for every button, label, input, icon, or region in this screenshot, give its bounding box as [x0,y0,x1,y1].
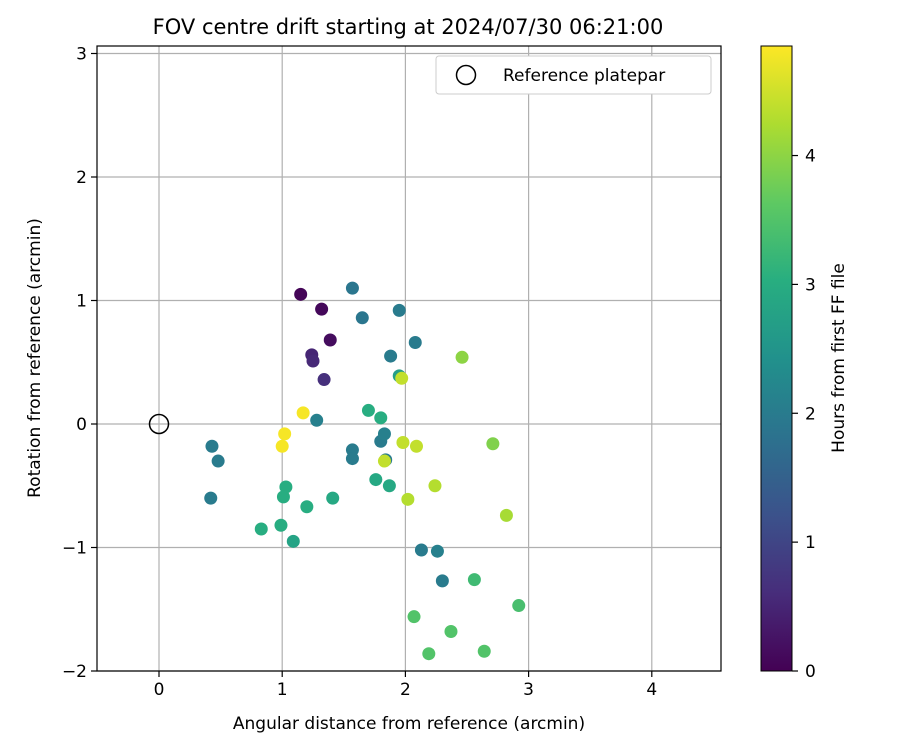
y-tick-label: 3 [76,45,87,65]
data-point [409,439,423,453]
colorbar-tick-label: 0 [805,662,816,682]
data-point [430,544,444,558]
data-point [326,491,340,505]
data-point [254,522,268,536]
data-point [278,427,292,441]
legend: Reference platepar [435,55,712,95]
data-point [300,500,314,514]
legend-marker [455,64,477,86]
data-point [435,574,449,588]
y-tick-label: 1 [76,292,87,312]
data-point [317,373,331,387]
data-point [211,454,225,468]
data-point [408,335,422,349]
data-point [279,480,293,494]
data-point [310,413,324,427]
data-point [286,534,300,548]
data-points [204,281,526,661]
x-axis-title: Angular distance from reference (arcmin) [233,714,585,734]
data-point [467,573,481,587]
y-tick-label: 2 [76,168,87,188]
colorbar-tick-label: 3 [805,275,816,295]
data-point [274,518,288,532]
data-point [294,287,308,301]
data-point [486,437,500,451]
data-point [477,644,491,658]
x-tick-label: 1 [277,680,288,700]
data-point [374,411,388,425]
data-point [384,349,398,363]
y-tick-label: −2 [62,662,87,682]
data-point [306,354,320,368]
colorbar-tick-label: 4 [805,147,816,167]
plot-frame [96,45,722,672]
data-point [455,350,469,364]
y-axis-title: Rotation from reference (arcmin) [25,218,45,498]
data-point [396,436,410,450]
data-point [355,311,369,325]
data-point [361,403,375,417]
data-point [315,302,329,316]
x-tick-label: 4 [646,680,657,700]
data-point [275,439,289,453]
colorbar-title: Hours from first FF file [829,263,849,453]
data-point [512,599,526,613]
data-point [345,452,359,466]
data-point [296,406,310,420]
legend-box [435,55,712,95]
reference-platepar-marker [148,413,170,435]
data-point [428,479,442,493]
data-point [276,490,290,504]
data-point [414,543,428,557]
data-point [205,439,219,453]
colorbar-tick-label: 2 [805,404,816,424]
y-axis-ticks: −2 −1 0 1 2 3 [62,45,97,682]
data-point [444,624,458,638]
grid-lines [97,46,721,672]
y-tick-label: −1 [62,539,87,559]
data-point [395,371,409,385]
colorbar-ticks: 0 1 2 3 4 [792,147,816,682]
colorbar-gradient [760,45,793,672]
data-point [323,333,337,347]
chart-title: FOV centre drift starting at 2024/07/30 … [153,15,664,39]
y-tick-label: 0 [76,415,87,435]
x-tick-label: 3 [523,680,534,700]
data-point [377,427,391,441]
data-point [422,647,436,661]
data-point [499,508,513,522]
data-point [377,454,391,468]
data-point [407,610,421,624]
data-point [204,491,218,505]
x-tick-label: 0 [154,680,165,700]
data-point [382,479,396,493]
data-point [392,303,406,317]
x-axis-ticks: 0 1 2 3 4 [154,671,657,700]
colorbar-tick-label: 1 [805,533,816,553]
colorbar: 0 1 2 3 4 Hours from first FF file [760,45,849,682]
legend-entry-label: Reference platepar [503,66,665,86]
data-point [345,281,359,295]
x-tick-label: 2 [400,680,411,700]
data-point [369,473,383,487]
data-point [401,492,415,506]
